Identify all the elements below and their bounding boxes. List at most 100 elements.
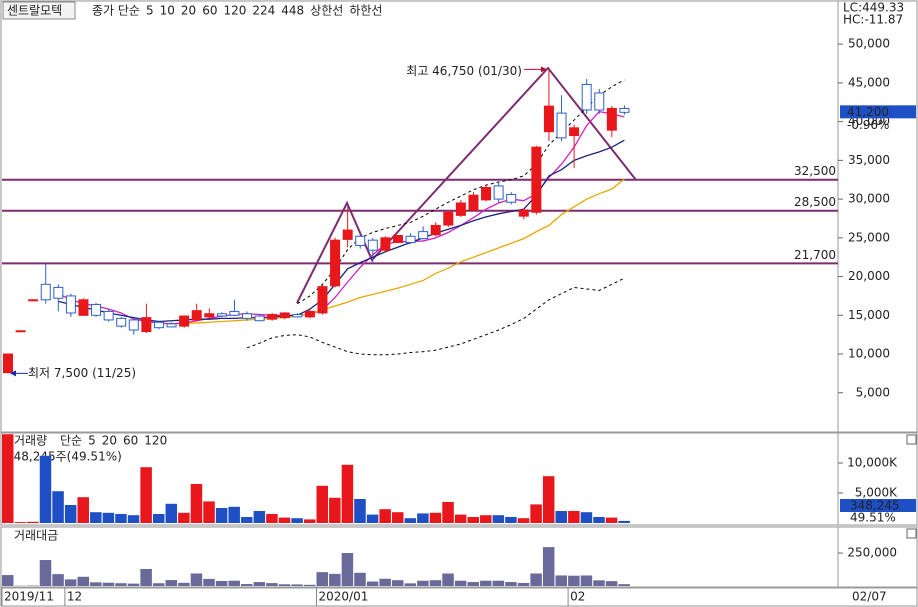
candle-body (267, 314, 278, 320)
candle-body (594, 92, 605, 111)
bar (215, 508, 228, 523)
last-price: 41,200 (847, 105, 889, 119)
y-tick-label: 50,000 (848, 37, 890, 51)
bar (228, 580, 240, 586)
x-tick-label: 2019/11 (4, 590, 54, 604)
ma-line (246, 277, 625, 356)
bar (90, 512, 102, 523)
bar (52, 491, 64, 523)
bar (39, 560, 52, 586)
bar (467, 582, 479, 586)
candle-body (53, 286, 64, 299)
bar (140, 467, 152, 523)
y-tick-label: 25,000 (848, 230, 890, 244)
candle-body (242, 313, 253, 319)
bar (580, 512, 593, 523)
candle-body (78, 299, 89, 316)
y-tick-label: 15,000 (848, 308, 890, 322)
legend-prefix: 종가 단순 (92, 4, 140, 18)
bar (39, 455, 52, 523)
bar (278, 517, 291, 523)
arrow-head (540, 66, 547, 73)
bar (178, 512, 190, 523)
y-tick-label: 250,000 (847, 546, 897, 560)
bar (555, 575, 568, 586)
ma-line (297, 79, 625, 305)
bar (618, 520, 630, 523)
bar (291, 518, 303, 523)
candle-body (65, 295, 76, 314)
bar (266, 514, 278, 523)
candle-body (468, 194, 479, 211)
ma-line (58, 139, 625, 323)
candle-body (254, 315, 265, 322)
candle-body (531, 146, 542, 213)
candle-body (279, 312, 290, 319)
legend-item: 상한선 (310, 4, 343, 18)
candle-body (342, 229, 353, 240)
candle-body (304, 310, 315, 318)
bar (454, 580, 467, 586)
bar (127, 515, 140, 523)
bar (115, 583, 127, 586)
bar (467, 517, 479, 523)
bar (303, 519, 316, 523)
legend-prefix: 단순 (60, 434, 82, 448)
candle-body (418, 231, 429, 240)
legend-item: 5 (146, 4, 154, 18)
bar (77, 576, 89, 586)
legend-item: 120 (144, 434, 167, 448)
candle-body (3, 353, 13, 374)
bar (542, 476, 555, 523)
bar (127, 583, 140, 586)
price-axis (837, 0, 918, 433)
amount-panel (0, 526, 839, 588)
candle-body (606, 107, 617, 131)
candle-body (619, 107, 630, 113)
bar (429, 580, 442, 586)
bar (555, 511, 568, 523)
close-button[interactable] (906, 434, 917, 445)
bar (530, 504, 542, 523)
candle-body (40, 283, 51, 301)
close-button[interactable] (906, 528, 917, 539)
last-volume-box (840, 499, 916, 512)
candle-body (367, 239, 378, 251)
bar (203, 578, 215, 586)
candle-body (430, 224, 441, 236)
bar (593, 580, 605, 586)
bar (266, 583, 278, 586)
y-tick-label: 30,000 (848, 192, 890, 206)
last-volume: 348,245 (850, 499, 900, 513)
candle-body (543, 105, 554, 133)
candle-body (15, 330, 26, 333)
stat: HC:-11.87 (843, 13, 903, 27)
legend-item: 5 (88, 434, 96, 448)
bar (618, 584, 630, 586)
bar (542, 547, 555, 586)
bar (480, 580, 492, 586)
legend-item: 224 (252, 4, 275, 18)
y-tick-label: 5,000 (856, 385, 890, 399)
candle-body (128, 319, 139, 331)
bar (505, 582, 517, 586)
y-tick-label: 10,000K (847, 456, 898, 470)
candle-body (569, 127, 580, 137)
price-panel (0, 0, 839, 433)
bar (492, 515, 505, 523)
bar (2, 434, 14, 523)
bar (140, 568, 152, 586)
candle-body (355, 235, 366, 247)
legend-item: 120 (223, 4, 246, 18)
candle-body (229, 310, 240, 316)
bar (354, 499, 366, 523)
candle-body (443, 211, 454, 226)
x-tick-label: 12 (67, 590, 82, 604)
bar (152, 583, 165, 586)
bar (64, 505, 77, 523)
bar (203, 501, 215, 523)
trend-line (296, 66, 637, 304)
volume-title: 거래량 (14, 434, 47, 448)
level-label: 21,700 (794, 248, 836, 262)
legend-item: 하한선 (349, 4, 382, 18)
